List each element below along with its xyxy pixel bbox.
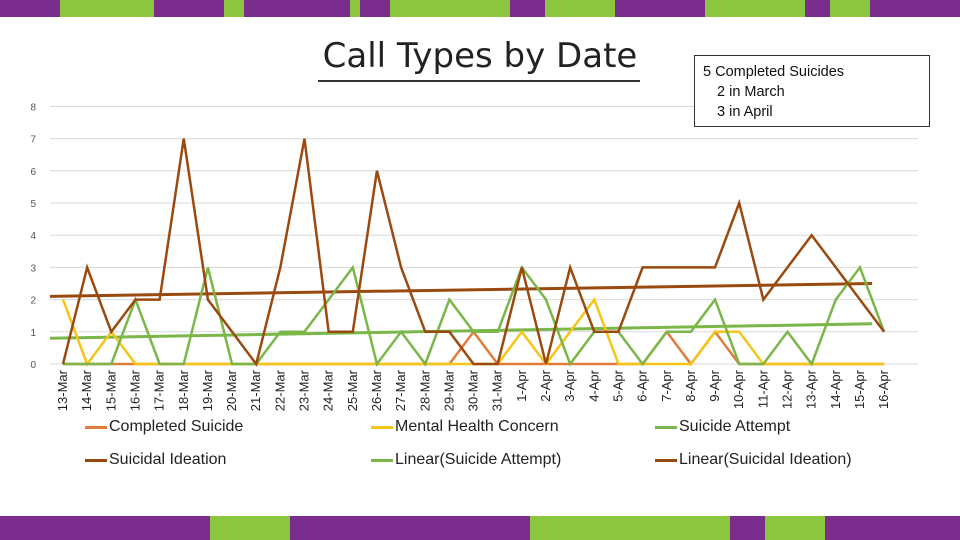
- legend-swatch: [371, 425, 393, 429]
- legend-label: Suicide Attempt: [679, 418, 791, 435]
- x-tick-label: 6-Apr: [635, 369, 650, 401]
- x-tick-label: 29-Mar: [441, 369, 456, 411]
- x-tick-label: 30-Mar: [466, 369, 481, 411]
- legend-item: Linear(Suicide Attempt): [371, 451, 561, 469]
- note-line-march: 2 in March: [717, 84, 785, 100]
- legend-label: Suicidal Ideation: [109, 451, 227, 468]
- legend-label: Mental Health Concern: [395, 418, 559, 435]
- x-tick-label: 9-Apr: [707, 369, 722, 401]
- x-tick-label: 23-Mar: [297, 369, 312, 411]
- bottom-decorative-band: [0, 516, 960, 540]
- x-tick-label: 13-Apr: [804, 369, 819, 409]
- x-tick-label: 1-Apr: [514, 369, 529, 401]
- y-tick-label: 6: [30, 167, 36, 178]
- top-decorative-band: [0, 0, 960, 17]
- x-tick-label: 4-Apr: [586, 369, 601, 401]
- trendline: [49, 322, 873, 340]
- series-line: [61, 138, 886, 367]
- x-tick-label: 22-Mar: [272, 369, 287, 411]
- x-tick-label: 28-Mar: [417, 369, 432, 411]
- note-line-april: 3 in April: [717, 104, 773, 120]
- x-tick-label: 26-Mar: [369, 369, 384, 411]
- x-tick-label: 11-Apr: [755, 369, 770, 408]
- x-tick-label: 31-Mar: [490, 369, 505, 411]
- note-line-total: 5 Completed Suicides: [703, 64, 845, 80]
- x-tick-label: 27-Mar: [393, 369, 408, 411]
- legend-label: Completed Suicide: [109, 418, 244, 435]
- chart-title: Call Types by Date: [322, 36, 638, 76]
- legend-item: Suicide Attempt: [655, 418, 790, 436]
- x-tick-label: 21-Mar: [248, 369, 263, 411]
- x-tick-label: 20-Mar: [224, 369, 239, 411]
- x-tick-label: 12-Apr: [780, 369, 795, 409]
- y-tick-label: 8: [30, 102, 36, 113]
- legend-swatch: [371, 458, 393, 462]
- x-tick-label: 18-Mar: [176, 369, 191, 411]
- legend-swatch: [655, 425, 677, 429]
- legend-label: Linear(Suicidal Ideation): [679, 451, 852, 468]
- x-tick-label: 10-Apr: [731, 369, 746, 409]
- x-tick-label: 7-Apr: [659, 369, 674, 401]
- legend-item: Completed Suicide: [85, 418, 243, 436]
- x-tick-label: 17-Mar: [152, 369, 167, 411]
- x-tick-label: 5-Apr: [610, 369, 625, 401]
- x-tick-label: 16-Apr: [876, 369, 891, 409]
- x-tick-label: 14-Mar: [79, 369, 94, 411]
- x-tick-label: 3-Apr: [562, 369, 577, 401]
- legend-swatch: [85, 458, 107, 462]
- x-tick-label: 24-Mar: [321, 369, 336, 411]
- x-tick-label: 8-Apr: [683, 369, 698, 401]
- y-tick-label: 4: [30, 231, 36, 242]
- y-tick-label: 0: [30, 360, 36, 371]
- series-line: [63, 264, 886, 367]
- y-tick-label: 3: [30, 263, 36, 274]
- legend-label: Linear(Suicide Attempt): [395, 451, 562, 468]
- chart-legend: Completed Suicide Mental Health Concern Su…: [85, 418, 945, 478]
- title-underline: [318, 80, 640, 82]
- x-tick-label: 16-Mar: [127, 369, 142, 411]
- x-tick-label: 13-Mar: [55, 369, 70, 411]
- y-tick-label: 1: [30, 328, 36, 339]
- legend-item: Linear(Suicidal Ideation): [655, 451, 852, 469]
- y-tick-label: 2: [30, 296, 36, 307]
- completed-suicides-note: 5 Completed Suicides 2 in March 3 in Apr…: [694, 55, 930, 127]
- x-tick-label: 25-Mar: [345, 369, 360, 411]
- line-chart: 0 1 2 3 4 5 6 7 8 13-Mar 14-Mar 15-Mar 16-Mar 17-Mar 1…: [30, 102, 918, 411]
- x-tick-label: 15-Mar: [103, 369, 118, 411]
- y-tick-label: 7: [30, 135, 36, 146]
- x-tick-label: 14-Apr: [828, 369, 843, 409]
- y-tick-label: 5: [30, 199, 36, 210]
- legend-swatch: [85, 425, 107, 429]
- trendline: [49, 282, 873, 298]
- x-tick-label: 19-Mar: [200, 369, 215, 411]
- legend-item: Suicidal Ideation: [85, 451, 226, 469]
- x-tick-label: 2-Apr: [538, 369, 553, 401]
- legend-item: Mental Health Concern: [371, 418, 559, 436]
- legend-swatch: [655, 458, 677, 462]
- x-tick-label: 15-Apr: [852, 369, 867, 409]
